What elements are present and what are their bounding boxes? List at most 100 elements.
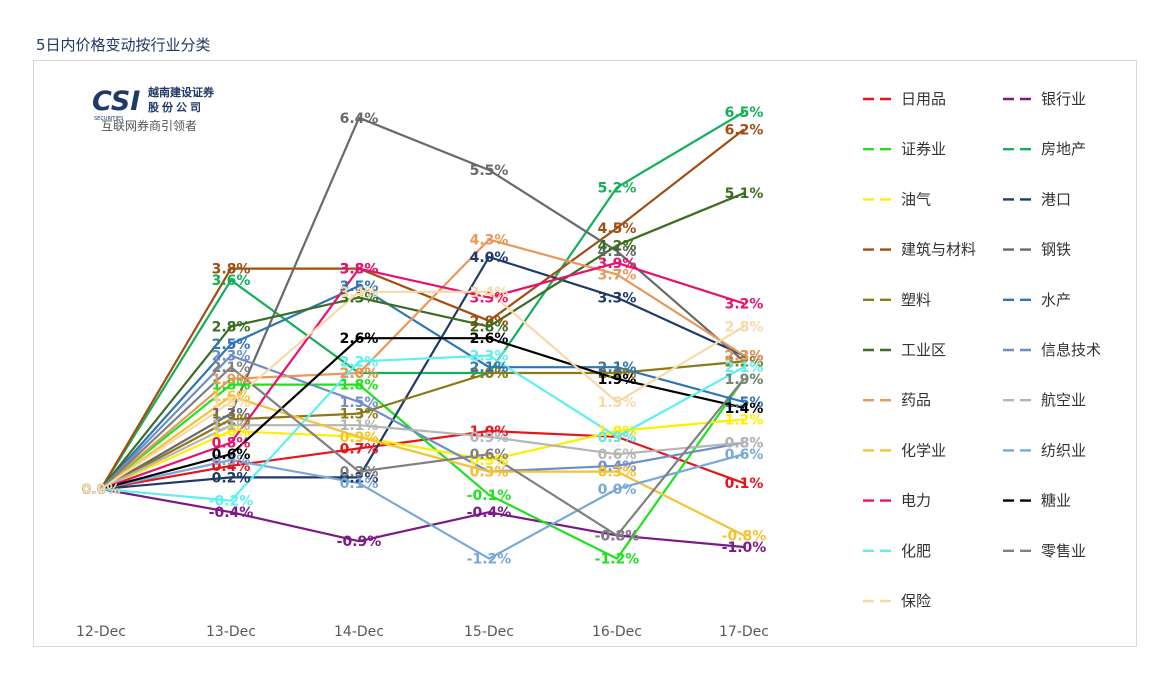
data-label: 0.0%	[82, 482, 121, 498]
data-label: 4.2%	[598, 238, 637, 254]
series-line-1	[100, 487, 745, 549]
data-label: 0.9%	[470, 430, 509, 446]
legend-label: 纺织业	[1041, 441, 1086, 459]
data-label: 2.8%	[470, 320, 509, 336]
data-label: 0.0%	[82, 482, 121, 498]
data-label: 1.9%	[725, 372, 764, 388]
data-label: 1.0%	[598, 424, 637, 440]
data-label: 2.3%	[725, 349, 764, 365]
series-line-11	[100, 354, 745, 490]
logo-name-line1: 越南建设证券	[147, 85, 215, 99]
x-tick-label: 13-Dec	[206, 624, 256, 640]
x-tick-label: 16-Dec	[592, 624, 642, 640]
series-line-13	[100, 424, 745, 490]
legend-label: 化肥	[901, 542, 931, 560]
company-logo: CSI SECURITIES 越南建设证券 股份公司 互联网券商引领者	[92, 85, 215, 133]
data-label: 0.9%	[340, 430, 379, 446]
data-label: 6.5%	[725, 105, 764, 121]
legend-label: 保险	[901, 592, 931, 610]
series-line-5	[100, 255, 745, 491]
data-label: 2.8%	[725, 320, 764, 336]
data-label: 2.8%	[212, 320, 251, 336]
data-label: 0.0%	[82, 482, 121, 498]
data-label: 0.5%	[470, 453, 509, 469]
legend-label: 化学业	[901, 441, 946, 459]
legend-label: 糖业	[1041, 492, 1071, 510]
data-label: -0.8%	[595, 528, 640, 544]
data-label: -0.9%	[337, 534, 382, 550]
data-label: 1.9%	[725, 372, 764, 388]
legend-label: 证券业	[901, 140, 946, 158]
data-label: 2.3%	[212, 349, 251, 365]
data-label: 3.8%	[340, 262, 379, 278]
legend-label: 电力	[901, 492, 931, 510]
data-label: 1.5%	[725, 395, 764, 411]
data-label: 1.4%	[725, 401, 764, 417]
legend-label: 药品	[901, 391, 931, 409]
data-label: 4.5%	[598, 221, 637, 237]
series-line-17	[100, 337, 745, 491]
data-label: 1.9%	[598, 372, 637, 388]
data-label: 0.3%	[340, 465, 379, 481]
series-line-9	[100, 284, 745, 490]
data-label: -1.2%	[467, 552, 512, 568]
data-label: 2.0%	[340, 366, 379, 382]
data-label: 0.0%	[82, 482, 121, 498]
data-label: 4.0%	[470, 250, 509, 266]
data-label: 0.6%	[212, 447, 251, 463]
data-label: 5.1%	[725, 186, 764, 202]
data-label: -0.8%	[595, 528, 640, 544]
series-line-8	[100, 360, 745, 490]
series-line-16	[100, 261, 745, 491]
x-tick-label: 14-Dec	[334, 624, 384, 640]
data-label: -0.4%	[467, 505, 512, 521]
chart-frame: CSI SECURITIES 越南建设证券 股份公司 互联网券商引领者 0.0%…	[33, 60, 1137, 647]
data-label: 0.0%	[82, 482, 121, 498]
data-label: 6.2%	[725, 122, 764, 138]
data-label: 1.2%	[212, 412, 251, 428]
data-label: -1.0%	[722, 540, 767, 556]
data-label: 1.6%	[212, 389, 251, 405]
data-label: 3.8%	[340, 262, 379, 278]
data-label: 1.1%	[340, 418, 379, 434]
data-label: 0.0%	[82, 482, 121, 498]
data-label: -0.8%	[722, 528, 767, 544]
data-label: 5.2%	[598, 180, 637, 196]
legend-label: 信息技术	[1041, 341, 1101, 359]
series-line-15	[100, 453, 745, 560]
legend-label: 航空业	[1041, 391, 1086, 409]
data-label: 2.2%	[725, 354, 764, 370]
data-label: 0.1%	[725, 476, 764, 492]
page-title: 5日内价格变动按行业分类	[36, 36, 211, 54]
data-label: 0.4%	[598, 459, 637, 475]
data-label: 3.5%	[340, 279, 379, 295]
data-label: 0.5%	[212, 453, 251, 469]
series-line-19	[100, 366, 745, 537]
x-tick-label: 15-Dec	[464, 624, 514, 640]
data-label: 0.0%	[82, 482, 121, 498]
x-tick-label: 12-Dec	[76, 624, 126, 640]
data-label: -0.4%	[209, 505, 254, 521]
data-label: 2.9%	[470, 314, 509, 330]
data-label: 2.3%	[725, 349, 764, 365]
data-label: 0.8%	[212, 436, 251, 452]
data-label: 0.2%	[340, 470, 379, 486]
legend-label: 日用品	[901, 90, 946, 108]
data-label: 0.0%	[82, 482, 121, 498]
data-label: 0.6%	[470, 447, 509, 463]
data-label: 0.0%	[82, 482, 121, 498]
logo-tagline: 互联网券商引领者	[101, 118, 197, 133]
data-label: 2.1%	[212, 360, 251, 376]
data-label: 0.3%	[470, 465, 509, 481]
data-label: 0.0%	[598, 482, 637, 498]
data-label: -1.2%	[595, 552, 640, 568]
data-label: 2.0%	[470, 366, 509, 382]
data-label: -0.1%	[467, 488, 512, 504]
legend-label: 工业区	[901, 341, 946, 359]
legend-label: 房地产	[1041, 140, 1086, 158]
series-line-4	[100, 418, 745, 491]
data-label: 0.3%	[598, 465, 637, 481]
data-label: 3.2%	[725, 296, 764, 312]
data-label: 0.0%	[82, 482, 121, 498]
legend-label: 水产	[1041, 291, 1071, 309]
